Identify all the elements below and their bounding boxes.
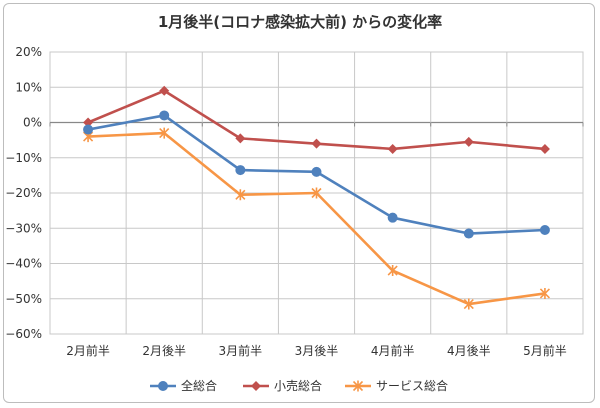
data-point [311, 166, 322, 177]
legend-marker [251, 381, 261, 391]
legend-item: 小売総合 [243, 378, 322, 393]
x-tick-label: 3月後半 [295, 344, 339, 358]
y-tick-label: 20% [15, 45, 42, 59]
data-point [387, 212, 398, 223]
data-point [463, 298, 474, 310]
data-point [235, 189, 246, 201]
y-tick-label: 10% [15, 80, 42, 94]
legend-label: 小売総合 [274, 378, 322, 393]
legend-item: サービス総合 [345, 378, 448, 393]
x-tick-label: 3月前半 [219, 343, 263, 358]
series-0 [83, 110, 550, 239]
chart-frame [3, 3, 595, 403]
data-point [539, 287, 550, 299]
legend: 全総合 小売総合 サービス総合 [150, 378, 448, 393]
data-point [159, 127, 170, 139]
data-point [83, 117, 94, 128]
legend-item: 全総合 [150, 378, 217, 393]
data-point [539, 225, 550, 236]
data-point [235, 165, 246, 176]
x-tick-label: 4月前半 [371, 343, 415, 358]
data-point [311, 138, 322, 149]
y-tick-label: 0% [23, 116, 42, 130]
data-point [463, 228, 474, 239]
series-line [88, 131, 546, 306]
data-point [463, 136, 474, 147]
legend-marker [352, 380, 364, 392]
x-tick-label: 2月前半 [66, 343, 110, 358]
y-tick-label: −60% [5, 327, 42, 341]
data-point [159, 110, 170, 121]
data-point [311, 187, 322, 199]
data-point [387, 265, 398, 277]
x-tick-label: 2月後半 [142, 344, 186, 358]
y-tick-label: −20% [5, 186, 42, 200]
data-point [235, 133, 246, 144]
chart-title: 1月後半(コロナ感染拡大前) からの変化率 [158, 13, 442, 31]
x-tick-label: 5月前半 [523, 343, 567, 358]
data-point [159, 85, 170, 96]
legend-label: サービス総合 [376, 378, 448, 393]
series-1 [83, 85, 550, 154]
data-point [387, 143, 398, 154]
y-axis-ticks: 20% 10% 0% −10% −20% −30% −40% −50% −60% [5, 45, 42, 341]
y-tick-label: −30% [5, 221, 42, 235]
data-point [539, 143, 550, 154]
y-tick-label: −40% [5, 257, 42, 271]
y-tick-label: −50% [5, 292, 42, 306]
legend-label: 全総合 [181, 378, 217, 393]
data-point [83, 124, 94, 135]
series-2 [83, 127, 550, 310]
legend-marker [158, 381, 168, 391]
y-tick-label: −10% [5, 151, 42, 165]
series-group [83, 85, 550, 310]
x-tick-label: 4月後半 [447, 344, 491, 358]
x-axis-ticks: 2月前半 2月後半 3月前半 3月後半 4月前半 4月後半 5月前半 [66, 343, 566, 358]
